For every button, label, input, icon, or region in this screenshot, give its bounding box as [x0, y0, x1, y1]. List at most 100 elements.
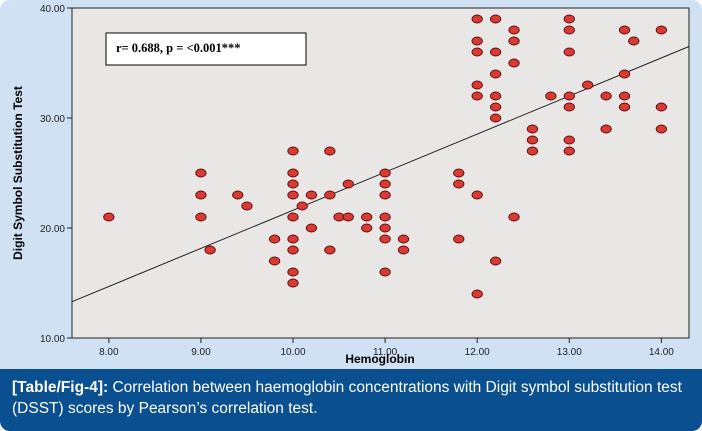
- data-point: [342, 179, 354, 189]
- data-point: [655, 25, 668, 35]
- data-point: [305, 190, 318, 200]
- data-point: [103, 212, 115, 222]
- x-tick-label: 14.00: [649, 347, 674, 358]
- data-point: [563, 14, 575, 24]
- caption-ref: [Table/Fig-4]:: [12, 379, 109, 396]
- data-point: [655, 124, 668, 134]
- data-point: [563, 135, 575, 145]
- data-point: [508, 36, 520, 46]
- data-point: [600, 91, 612, 101]
- data-point: [268, 234, 281, 244]
- data-point: [526, 135, 539, 145]
- data-point: [471, 91, 483, 101]
- data-point: [563, 47, 575, 57]
- data-point: [296, 201, 308, 211]
- data-point: [204, 245, 216, 255]
- data-point: [600, 124, 612, 134]
- data-point: [241, 201, 253, 211]
- figure-caption: [Table/Fig-4]: Correlation between haemo…: [0, 369, 702, 431]
- data-point: [287, 267, 299, 277]
- data-point: [305, 223, 318, 233]
- data-point: [379, 267, 391, 277]
- data-point: [287, 245, 299, 255]
- y-tick-label: 10.00: [40, 334, 65, 345]
- data-point: [287, 146, 299, 156]
- data-point: [508, 58, 520, 68]
- data-point: [618, 69, 631, 79]
- data-point: [379, 234, 391, 244]
- data-point: [471, 80, 483, 90]
- data-point: [618, 91, 631, 101]
- data-point: [489, 47, 502, 57]
- data-point: [545, 91, 557, 101]
- data-point: [361, 223, 373, 233]
- x-tick-label: 8.00: [99, 347, 119, 358]
- data-point: [453, 168, 465, 178]
- data-point: [628, 36, 640, 46]
- y-tick-label: 40.00: [40, 4, 65, 15]
- data-point: [489, 69, 502, 79]
- data-point: [195, 190, 207, 200]
- data-point: [563, 25, 575, 35]
- x-tick-label: 9.00: [191, 347, 211, 358]
- x-tick-label: 12.00: [465, 347, 490, 358]
- data-point: [379, 223, 391, 233]
- x-axis-title: Hemoglobin: [345, 352, 414, 366]
- data-point: [618, 102, 631, 112]
- data-point: [618, 25, 631, 35]
- data-point: [489, 113, 502, 123]
- data-point: [563, 146, 575, 156]
- data-point: [268, 256, 281, 266]
- data-point: [379, 190, 391, 200]
- data-point: [489, 256, 502, 266]
- data-point: [232, 190, 244, 200]
- stat-annotation: r= 0.688, p = <0.001***: [116, 41, 241, 55]
- data-point: [526, 146, 539, 156]
- data-point: [287, 179, 299, 189]
- data-points: [103, 14, 668, 299]
- x-tick-label: 11.00: [373, 347, 398, 358]
- data-point: [526, 124, 539, 134]
- data-point: [453, 234, 465, 244]
- x-tick-label: 10.00: [280, 347, 305, 358]
- data-point: [489, 102, 502, 112]
- data-point: [508, 25, 520, 35]
- data-point: [324, 146, 336, 156]
- caption-text: Correlation between haemoglobin concentr…: [12, 379, 682, 417]
- data-point: [287, 234, 299, 244]
- y-tick-label: 30.00: [40, 114, 65, 125]
- data-point: [508, 212, 520, 222]
- y-axis: 10.00 20.00 30.00 40.00: [40, 4, 72, 345]
- data-point: [489, 91, 502, 101]
- data-point: [379, 179, 391, 189]
- data-point: [195, 212, 207, 222]
- data-point: [655, 102, 668, 112]
- data-point: [563, 91, 575, 101]
- data-point: [397, 245, 410, 255]
- data-point: [453, 179, 465, 189]
- data-point: [471, 36, 483, 46]
- data-point: [287, 278, 299, 288]
- data-point: [471, 14, 483, 24]
- scatter-chart: 8.00 9.00 10.00 11.00 12.00 13.00 14.00 10.00 2…: [11, 4, 690, 366]
- data-point: [397, 234, 410, 244]
- data-point: [489, 14, 502, 24]
- y-tick-label: 20.00: [40, 224, 65, 235]
- data-point: [361, 212, 373, 222]
- y-axis-title: Digit Symbol Substitution Test: [11, 86, 25, 260]
- data-point: [195, 168, 207, 178]
- data-point: [582, 80, 594, 90]
- x-axis: 8.00 9.00 10.00 11.00 12.00 13.00 14.00: [99, 338, 674, 358]
- data-point: [471, 289, 483, 299]
- data-point: [287, 212, 299, 222]
- stat-annotation-box: r= 0.688, p = <0.001***: [105, 32, 307, 66]
- x-tick-label: 13.00: [557, 347, 582, 358]
- data-point: [379, 212, 391, 222]
- data-point: [287, 190, 299, 200]
- data-point: [324, 190, 336, 200]
- data-point: [324, 245, 336, 255]
- data-point: [471, 47, 483, 57]
- data-point: [287, 168, 299, 178]
- data-point: [379, 168, 391, 178]
